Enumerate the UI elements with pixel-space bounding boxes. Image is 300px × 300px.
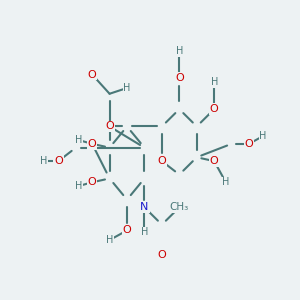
Text: H: H xyxy=(211,77,218,87)
Text: O: O xyxy=(158,156,166,166)
Text: H: H xyxy=(74,135,82,145)
Text: O: O xyxy=(210,104,219,114)
Text: O: O xyxy=(175,74,184,83)
Text: H: H xyxy=(123,83,131,93)
Text: O: O xyxy=(88,139,97,149)
Text: O: O xyxy=(88,177,97,187)
Text: H: H xyxy=(40,156,47,166)
Text: CH₃: CH₃ xyxy=(170,202,189,212)
Text: H: H xyxy=(259,131,267,141)
Text: O: O xyxy=(54,156,63,166)
Text: H: H xyxy=(106,235,113,245)
Text: O: O xyxy=(210,156,219,166)
Text: O: O xyxy=(245,139,254,149)
Text: H: H xyxy=(222,177,230,187)
Text: O: O xyxy=(105,122,114,131)
Text: O: O xyxy=(123,225,131,236)
Text: H: H xyxy=(176,46,183,56)
Text: N: N xyxy=(140,202,148,212)
Text: H: H xyxy=(141,227,148,237)
Text: O: O xyxy=(158,250,166,260)
Text: O: O xyxy=(88,70,97,80)
Text: H: H xyxy=(74,181,82,191)
